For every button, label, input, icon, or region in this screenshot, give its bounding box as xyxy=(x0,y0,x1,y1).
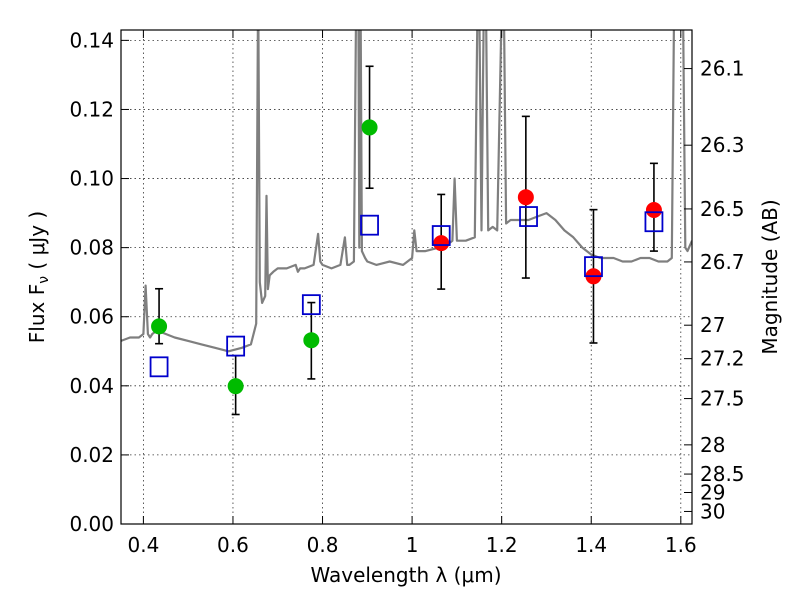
x-tick-label: 1.4 xyxy=(575,533,607,557)
data-point-circle xyxy=(303,332,320,349)
ticks-layer xyxy=(121,30,692,525)
y2-tick-label: 27.5 xyxy=(700,387,745,411)
model-point-square xyxy=(644,211,664,233)
y2-tick-label: 27.2 xyxy=(700,347,745,371)
y-tick-label: 0.12 xyxy=(69,97,114,121)
model-point-square xyxy=(226,335,246,357)
y2-tick-label: 26.3 xyxy=(700,133,745,157)
x-tick-label: 1 xyxy=(406,533,419,557)
y-axis-label: Flux Fν ( μJy ) xyxy=(25,211,52,343)
y2-tick-label: 28.5 xyxy=(700,462,745,486)
x-tick-label: 0.8 xyxy=(307,533,339,557)
template-spectrum-line xyxy=(121,30,692,353)
tick-labels-layer: 0.4 0.6 0.8 1 1.2 1.4 1.6 0.00 0.02 0.04 0.06 0.08 0… xyxy=(69,28,744,557)
y-tick-label: 0.06 xyxy=(69,305,114,329)
data-point-circle xyxy=(361,119,378,136)
plot-frame xyxy=(120,29,693,525)
y-tick-label: 0.08 xyxy=(69,236,114,260)
y-tick-label: 0.14 xyxy=(69,28,114,52)
y2-tick-label: 26.5 xyxy=(700,197,745,221)
x-tick-label: 1.2 xyxy=(486,533,518,557)
y-axis-label-subscript: ν xyxy=(36,276,52,284)
points-layer xyxy=(149,65,664,416)
y2-tick-label: 30 xyxy=(700,499,725,523)
model-point-square xyxy=(584,256,603,278)
model-point-square xyxy=(301,294,321,316)
y-tick-label: 0.10 xyxy=(69,167,114,191)
x-tick-label: 0.6 xyxy=(217,533,249,557)
y-axis-label-unit: ( μJy ) xyxy=(25,211,49,276)
x-tick-label: 0.4 xyxy=(127,533,159,557)
y-tick-label: 0.02 xyxy=(69,443,114,467)
x-axis-label: Wavelength λ (μm) xyxy=(310,563,501,587)
model-point-square xyxy=(431,225,451,246)
model-point-square xyxy=(360,214,379,236)
data-point-circle xyxy=(151,318,168,335)
y2-tick-label: 27 xyxy=(700,313,725,337)
y-axis-label-main: Flux F xyxy=(25,284,49,343)
y2-tick-label: 28 xyxy=(700,433,725,457)
spectrum-layer xyxy=(121,30,692,353)
model-point-square xyxy=(149,356,169,378)
y2-tick-label: 26.1 xyxy=(700,57,745,81)
x-tick-label: 1.6 xyxy=(665,533,697,557)
y2-tick-label: 26.7 xyxy=(700,250,745,274)
data-point-circle xyxy=(227,378,244,395)
y-tick-label: 0.00 xyxy=(69,512,114,536)
y-tick-label: 0.04 xyxy=(69,374,114,398)
data-point-circle xyxy=(517,189,534,206)
y2-axis-label: Magnitude (AB) xyxy=(758,199,782,354)
data-point-circle xyxy=(433,235,450,252)
model-point-square xyxy=(519,206,538,227)
y2-tick-label: 29 xyxy=(700,480,725,504)
data-point-circle xyxy=(645,201,662,218)
